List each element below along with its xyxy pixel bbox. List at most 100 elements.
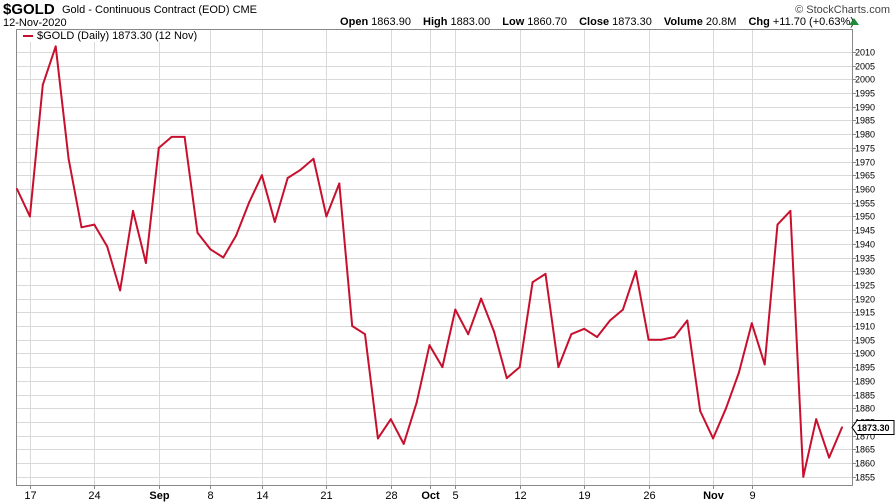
y-tick-label: 1990: [855, 103, 875, 113]
price-point: [750, 322, 753, 325]
last-price-label: 1873.30: [851, 419, 895, 435]
x-tick-label: Nov: [703, 490, 725, 502]
x-tick-label: Oct: [421, 490, 440, 502]
price-point: [248, 201, 250, 204]
price-point: [467, 333, 470, 336]
price-point: [596, 336, 599, 338]
price-point: [196, 231, 199, 234]
low-label: Low: [502, 16, 525, 28]
y-tick-label: 2005: [855, 62, 875, 72]
price-point: [737, 371, 740, 374]
chart-date: 12-Nov-2020: [3, 17, 67, 29]
grid-lines: [17, 30, 852, 485]
y-tick-label: 1885: [855, 391, 875, 401]
open-value: 1863.90: [371, 16, 411, 28]
price-point: [725, 407, 727, 410]
price-point: [441, 366, 444, 369]
price-point: [119, 289, 122, 292]
y-tick-label: 1925: [855, 281, 875, 291]
price-point: [67, 157, 70, 160]
volume-value: 20.8M: [705, 16, 737, 28]
price-point: [364, 333, 366, 336]
y-tick-label: 1995: [855, 89, 875, 99]
chg-label: Chg: [748, 16, 770, 28]
price-point: [286, 177, 289, 179]
high-value: 1883.00: [450, 16, 491, 28]
y-tick-label: 1955: [855, 199, 875, 209]
price-point: [41, 83, 44, 86]
y-tick-label: 1900: [855, 349, 875, 359]
chart-legend: $GOLD (Daily) 1873.30 (12 Nov): [20, 30, 201, 42]
price-point: [389, 418, 392, 421]
price-point: [415, 401, 418, 404]
y-tick-label: 2010: [855, 48, 875, 58]
price-point: [54, 45, 57, 48]
x-axis: 17 24 Sep 8 14 21 28 Oct 5 12 19 26 Nov 9: [24, 485, 756, 502]
y-tick-label: 1950: [855, 212, 875, 222]
price-point: [312, 157, 315, 160]
price-point: [209, 248, 212, 251]
y-axis: 1855186018651870187518801885189018951900…: [852, 48, 875, 483]
y-tick-label: 1940: [855, 240, 875, 250]
legend-label: $GOLD (Daily) 1873.30 (12 Nov): [37, 30, 198, 42]
price-point: [518, 366, 521, 369]
price-point: [260, 174, 263, 177]
x-tick-label: 5: [452, 490, 458, 502]
x-tick-label: 17: [24, 490, 36, 502]
price-stats: Open 1863.90 High 1883.00 Low 1860.70 Close…: [340, 16, 854, 28]
price-point: [583, 327, 586, 330]
y-tick-label: 1905: [855, 336, 875, 346]
price-point: [325, 215, 328, 218]
y-tick-label: 1935: [855, 254, 875, 264]
y-tick-label: 1895: [855, 363, 875, 373]
high-label: High: [423, 16, 448, 28]
y-tick-label: 1880: [855, 404, 875, 414]
plot-area: [16, 29, 853, 486]
price-point: [570, 333, 573, 336]
up-arrow-icon: [849, 18, 859, 25]
price-point: [544, 272, 547, 275]
price-point: [789, 209, 792, 212]
open-label: Open: [340, 16, 369, 28]
y-tick-label: 1860: [855, 459, 875, 469]
price-point: [428, 344, 431, 347]
y-tick-label: 1985: [855, 116, 875, 126]
price-point: [712, 437, 715, 440]
price-point: [144, 262, 147, 264]
y-tick-label: 2000: [855, 75, 875, 85]
close-label: Close: [579, 16, 610, 28]
price-point: [557, 366, 560, 369]
low-value: 1860.70: [527, 16, 568, 28]
price-point: [493, 330, 495, 333]
close-value: 1873.30: [612, 16, 652, 28]
price-point: [338, 182, 341, 185]
y-tick-label: 1970: [855, 158, 875, 168]
price-point: [28, 215, 31, 218]
price-point: [299, 168, 302, 171]
legend-swatch: [23, 35, 33, 38]
x-tick-label: 28: [385, 490, 397, 502]
price-point: [647, 338, 650, 341]
price-point: [351, 325, 354, 327]
x-tick-label: 19: [578, 490, 590, 502]
y-tick-label: 1975: [855, 144, 875, 154]
price-point: [634, 270, 637, 273]
chart-subtitle: Gold - Continuous Contract (EOD) CME: [62, 4, 257, 16]
price-point: [402, 442, 405, 445]
x-tick-label: 24: [88, 490, 100, 502]
y-tick-label: 1915: [855, 308, 875, 318]
y-tick-label: 1870: [855, 432, 875, 442]
x-tick-label: 8: [207, 490, 213, 502]
price-point: [609, 319, 611, 322]
y-tick-label: 1965: [855, 171, 875, 181]
brand-watermark[interactable]: © StockCharts.com: [795, 4, 890, 16]
last-price-box: [851, 419, 895, 435]
last-price-value: 1873.30: [857, 423, 890, 433]
price-point: [763, 363, 766, 366]
price-point: [93, 223, 96, 226]
y-tick-label: 1960: [855, 185, 875, 195]
price-point: [80, 226, 83, 229]
x-tick-label: 9: [749, 490, 755, 502]
price-point: [776, 223, 779, 226]
